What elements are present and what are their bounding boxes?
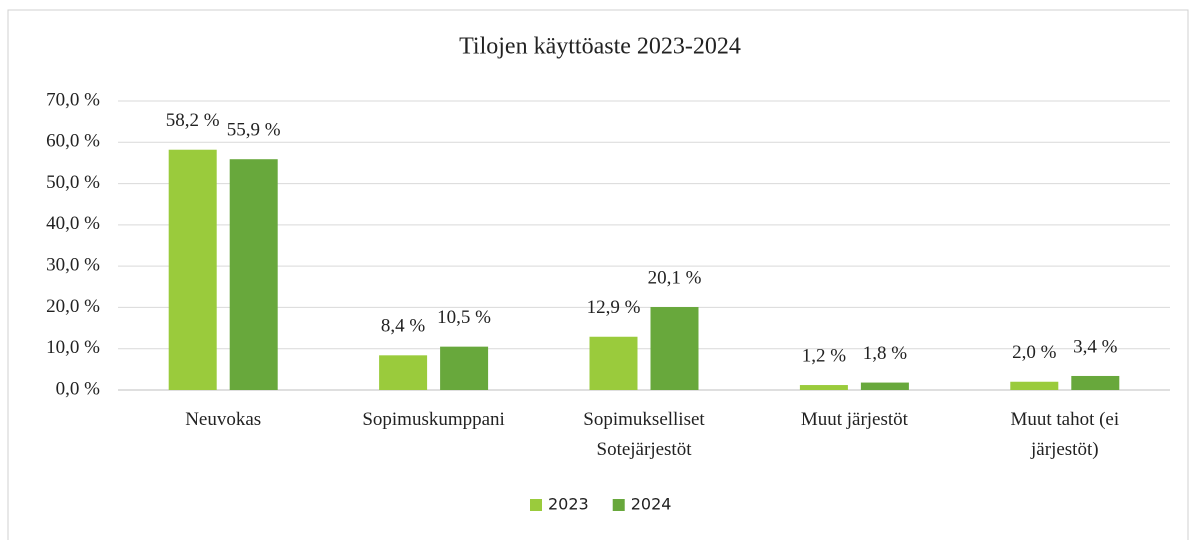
y-tick-label: 20,0 % (46, 296, 100, 317)
x-tick-label: Muut järjestöt (800, 409, 908, 430)
data-label: 20,1 % (648, 267, 702, 288)
data-label: 12,9 % (587, 297, 641, 318)
data-label: 58,2 % (166, 110, 220, 131)
data-label: 1,2 % (802, 345, 847, 366)
legend-swatch (530, 499, 542, 511)
y-tick-label: 0,0 % (56, 378, 101, 399)
bar (799, 385, 848, 390)
data-label: 10,5 % (437, 307, 491, 328)
y-tick-label: 30,0 % (46, 255, 100, 276)
legend-label: 2023 (548, 495, 589, 514)
bar (229, 159, 278, 390)
x-tick-label: Muut tahot (ei järjestöt) (1010, 409, 1120, 460)
data-label: 1,8 % (863, 343, 908, 364)
y-tick-label: 10,0 % (46, 337, 100, 358)
y-tick-label: 40,0 % (46, 213, 100, 234)
x-tick-label: Sopimuskumppani (362, 409, 505, 430)
data-label: 2,0 % (1012, 342, 1057, 363)
x-tick-label: Sopimukselliset Sotejärjestöt (583, 409, 705, 460)
bar (860, 382, 909, 390)
bar (1010, 381, 1059, 390)
bar (589, 336, 638, 390)
bar (379, 355, 428, 390)
y-tick-label: 70,0 % (46, 89, 100, 110)
y-tick-label: 60,0 % (46, 131, 100, 152)
data-label: 8,4 % (381, 316, 426, 337)
legend-swatch (612, 499, 625, 511)
bar (650, 307, 699, 390)
data-label: 3,4 % (1073, 336, 1118, 357)
legend-label: 2024 (631, 495, 672, 514)
bar (1071, 375, 1120, 390)
x-tick-label: Neuvokas (185, 409, 262, 430)
y-tick-label: 50,0 % (46, 172, 100, 193)
bar (168, 149, 217, 390)
bar (440, 346, 489, 390)
data-label: 55,9 % (227, 120, 281, 141)
chart-title: Tilojen käyttöaste 2023-2024 (459, 34, 741, 60)
